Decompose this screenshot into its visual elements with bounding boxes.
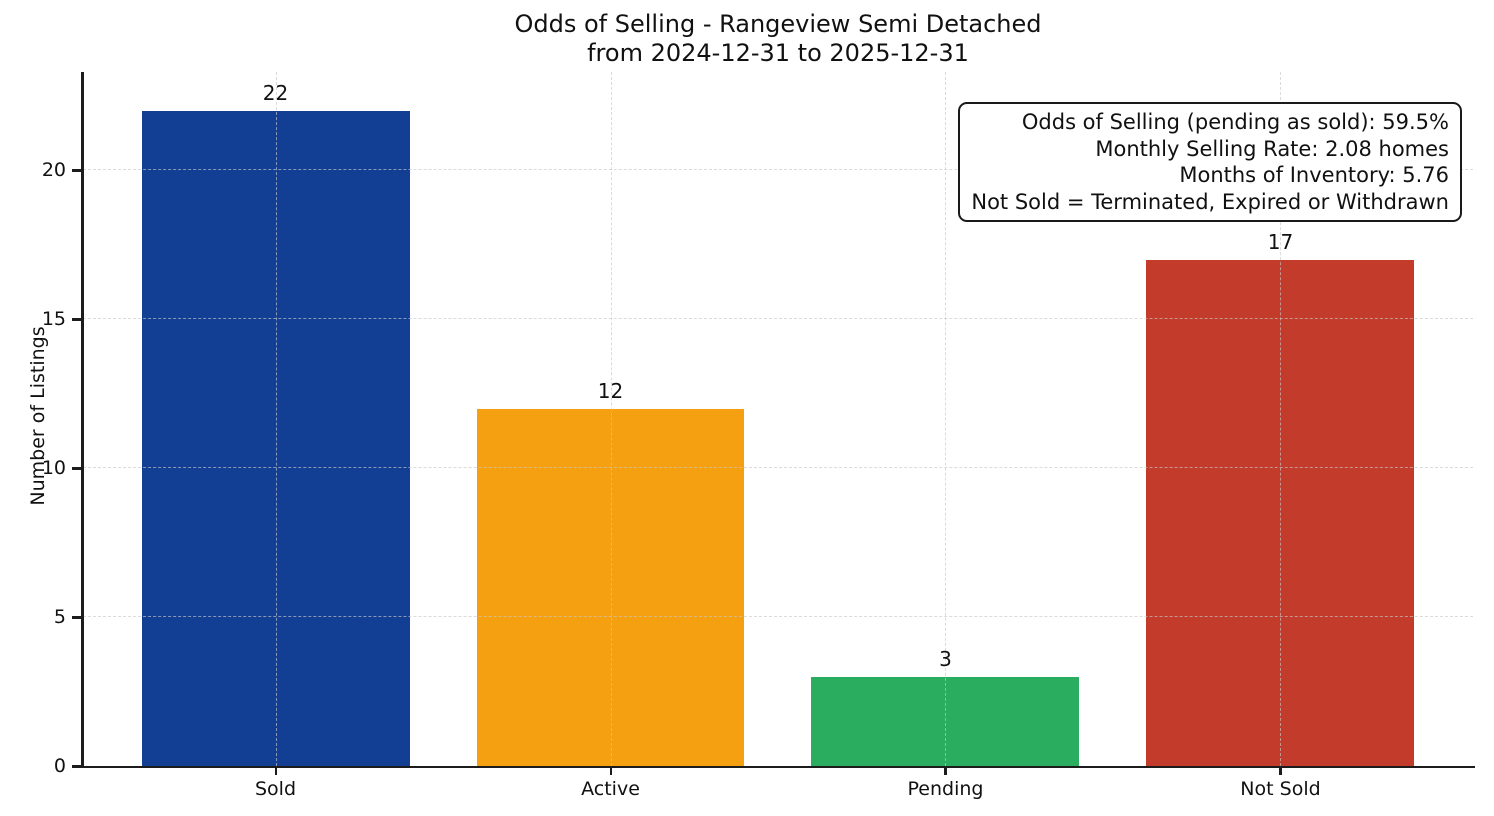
y-axis-tick [72,616,81,619]
horizontal-gridline [83,169,1473,171]
chart-title: Odds of Selling - Rangeview Semi Detache… [514,10,1042,38]
y-tick-label: 0 [53,755,66,777]
y-tick-label: 5 [53,606,66,629]
x-tick-label: Active [581,778,640,800]
vertical-gridline [1280,72,1282,766]
annotation-line-notsold-def: Not Sold = Terminated, Expired or Withdr… [971,189,1449,214]
x-tick-label: Pending [907,778,984,800]
bar-value-label: 22 [262,80,289,105]
x-axis-tick [609,766,612,775]
horizontal-gridline [83,467,1473,469]
y-tick-label: 10 [41,457,66,480]
x-axis-tick [1279,766,1282,775]
x-tick-label: Not Sold [1240,778,1321,800]
y-tick-label: 15 [41,308,66,331]
stats-annotation-box: Odds of Selling (pending as sold): 59.5%… [958,102,1462,222]
bar-value-label: 3 [939,646,952,671]
x-axis-spine [81,765,1475,768]
chart-subtitle: from 2024-12-31 to 2025-12-31 [587,39,969,67]
vertical-gridline [610,72,612,766]
horizontal-gridline [83,616,1473,618]
annotation-line-odds: Odds of Selling (pending as sold): 59.5% [1021,110,1449,134]
x-axis-tick [274,766,277,775]
x-tick-label: Sold [254,778,297,800]
vertical-gridline [945,72,947,766]
bar-value-label: 12 [597,378,624,403]
horizontal-gridline [83,318,1473,320]
y-tick-label: 20 [41,159,66,182]
bar-not-sold [1146,259,1415,766]
bar-pending [811,676,1080,766]
x-axis-tick [944,766,947,775]
y-axis-tick [72,765,81,768]
annotation-line-rate: Monthly Selling Rate: 2.08 homes [1095,136,1449,161]
chart-title-block: Odds of Selling - Rangeview Semi Detache… [83,10,1473,68]
annotation-line-inventory: Months of Inventory: 5.76 [1179,163,1449,187]
y-axis-spine [81,72,84,766]
y-axis-tick [72,169,81,172]
y-axis-tick [72,467,81,470]
vertical-gridline [275,72,277,766]
y-axis-tick [72,318,81,321]
bar-value-label: 17 [1267,229,1294,254]
plot-area: Odds of Selling (pending as sold): 59.5%… [42,72,1475,800]
y-axis-label: Number of Listings [27,326,49,506]
